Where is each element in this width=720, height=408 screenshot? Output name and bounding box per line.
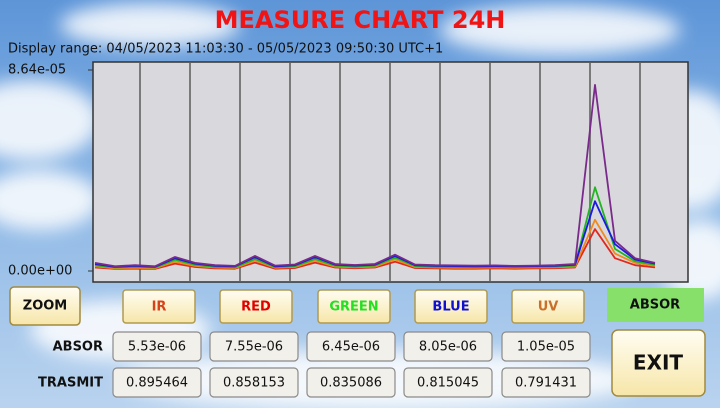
reading-cell: [306, 331, 396, 362]
series-button-bg[interactable]: [122, 289, 196, 324]
y-tick-label: 8.64e-05: [8, 63, 66, 78]
readings: ABSOR 5.53e-06 7.55e-06 6.45e-06 8.05e-06 1.0…: [38, 331, 591, 398]
series-button[interactable]: UV: [511, 289, 585, 324]
series-button-bg[interactable]: [317, 289, 391, 324]
series-button-bg[interactable]: [219, 289, 293, 324]
row-label: ABSOR: [53, 340, 103, 355]
reading-cell: [306, 367, 396, 398]
reading-value: 0.815045: [417, 376, 479, 391]
reading-cell: [209, 331, 299, 362]
series-button-bg[interactable]: [414, 289, 488, 324]
reading-value: 0.835086: [320, 376, 382, 391]
series-button[interactable]: GREEN: [317, 289, 391, 324]
exit-button[interactable]: EXIT: [611, 329, 706, 397]
column-dividers: [139, 63, 641, 281]
reading-value: 7.55e-06: [225, 340, 283, 355]
y-tick-label: 0.00e+00: [8, 264, 72, 279]
reading-cell: [403, 331, 493, 362]
series-button[interactable]: IR: [122, 289, 196, 324]
mode-label[interactable]: ABSOR: [630, 298, 680, 313]
zoom-button[interactable]: ZOOM: [9, 286, 81, 326]
series-button-label[interactable]: BLUE: [432, 300, 469, 315]
series-buttons: IR RED GREEN BLUE UV: [122, 289, 585, 324]
zoom-label[interactable]: ZOOM: [23, 299, 67, 314]
row-label: TRASMIT: [38, 376, 103, 391]
reading-value: 8.05e-06: [419, 340, 477, 355]
reading-value: 0.858153: [223, 376, 285, 391]
reading-cell: [112, 331, 202, 362]
display-range: Display range: 04/05/2023 11:03:30 - 05/…: [8, 42, 443, 57]
title: MEASURE CHART 24H: [215, 6, 506, 34]
reading-cell: [501, 331, 591, 362]
series-line: [94, 84, 656, 268]
reading-value: 0.791431: [515, 376, 577, 391]
reading-cell: [112, 367, 202, 398]
series-button-label[interactable]: RED: [241, 300, 271, 315]
plot: [88, 69, 656, 272]
reading-value: 0.895464: [126, 376, 188, 391]
zoom-button-bg[interactable]: [9, 286, 81, 326]
reading-value: 5.53e-06: [128, 340, 186, 355]
mode-button[interactable]: ABSOR: [607, 288, 704, 322]
reading-value: 6.45e-06: [322, 340, 380, 355]
series-button[interactable]: BLUE: [414, 289, 488, 324]
reading-cell: [403, 367, 493, 398]
series-button-bg[interactable]: [511, 289, 585, 324]
mode-button-bg[interactable]: [607, 288, 704, 322]
series-button-label[interactable]: UV: [538, 300, 559, 315]
series-button-label[interactable]: GREEN: [329, 300, 378, 315]
reading-cell: [501, 367, 591, 398]
exit-button-bg[interactable]: [611, 329, 706, 397]
reading-value: 1.05e-05: [517, 340, 575, 355]
reading-cell: [209, 367, 299, 398]
series-button-label[interactable]: IR: [152, 300, 167, 315]
series-button[interactable]: RED: [219, 289, 293, 324]
exit-label[interactable]: EXIT: [633, 351, 684, 375]
